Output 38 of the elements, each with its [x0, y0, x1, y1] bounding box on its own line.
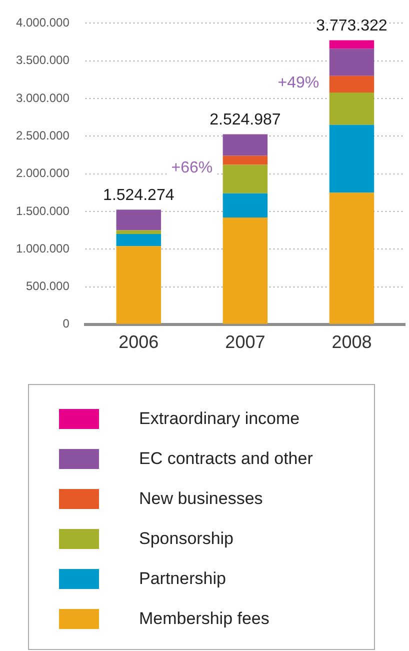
bar	[116, 210, 162, 230]
bar	[329, 124, 374, 193]
y-tick-label: 3.000.000	[16, 90, 70, 105]
total-label: 1.524.274	[103, 187, 174, 204]
total-label: 3.773.322	[316, 18, 388, 35]
legend-label: Partnership	[139, 569, 226, 589]
y-tick-label: 0	[62, 316, 70, 331]
y-tick-label: 500.000	[26, 279, 70, 294]
bar	[222, 217, 268, 324]
y-tick-label: 1.500.000	[16, 204, 70, 218]
y-tick-label: 2.500.000	[16, 128, 70, 142]
y-tick-label: 3.500.000	[16, 53, 70, 68]
x-tick-label: 2006	[118, 332, 159, 352]
bar	[222, 134, 268, 156]
bar	[116, 234, 162, 246]
y-tick-label: 2.000.000	[16, 166, 70, 180]
bar	[222, 193, 268, 218]
annotation: +49%	[278, 74, 320, 92]
bar	[329, 192, 374, 324]
bar	[329, 48, 374, 76]
x-tick-label: 2008	[332, 332, 372, 352]
total-label: 2.524.987	[210, 112, 281, 129]
bar	[222, 164, 268, 194]
legend-label: Sponsorship	[139, 529, 234, 549]
bar	[222, 156, 268, 165]
bar	[329, 40, 374, 49]
y-tick-label: 4.000.000	[16, 16, 70, 30]
x-tick-label: 2007	[225, 332, 266, 352]
bar	[116, 246, 162, 324]
bar	[116, 230, 162, 234]
annotation: +66%	[171, 159, 213, 176]
bar	[329, 92, 374, 125]
y-tick-label: 1.000.000	[16, 241, 70, 256]
bar	[329, 76, 374, 92]
legend-label: New businesses	[139, 489, 263, 509]
legend-label: Extraordinary income	[139, 409, 300, 429]
legend-label: Membership fees	[139, 609, 270, 629]
legend-label: EC contracts and other	[139, 449, 313, 469]
